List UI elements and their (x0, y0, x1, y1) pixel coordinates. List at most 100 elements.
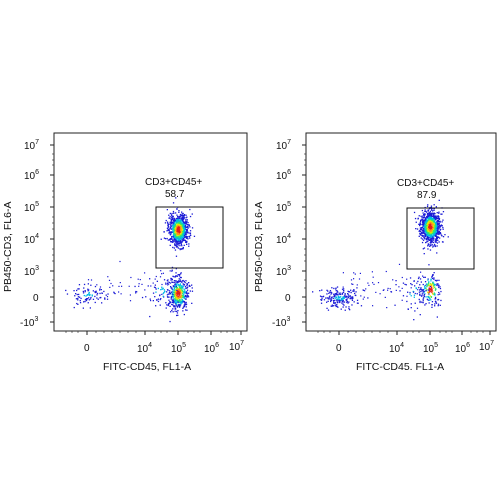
event-dot (422, 275, 424, 277)
event-dot (342, 297, 344, 299)
event-dot (185, 241, 187, 243)
event-dot (436, 218, 438, 220)
event-dot (171, 301, 173, 303)
event-dot (173, 247, 175, 249)
event-dot (176, 241, 178, 243)
event-dot (179, 219, 182, 221)
event-dot (183, 292, 185, 294)
event-dot (163, 237, 166, 239)
event-dot (181, 237, 183, 240)
event-dot (323, 299, 326, 301)
event-dot (79, 296, 81, 298)
event-dot (423, 223, 425, 225)
event-dot (428, 290, 431, 292)
event-dot (435, 227, 437, 229)
event-dot (135, 290, 137, 293)
event-dot (431, 221, 433, 223)
event-dot (168, 214, 170, 216)
event-dot (183, 216, 185, 219)
event-dot (171, 212, 173, 215)
event-dot (328, 297, 330, 299)
event-dot (432, 239, 434, 241)
event-dot (367, 297, 369, 299)
event-dot (183, 226, 185, 228)
event-dot (335, 288, 337, 290)
event-dot (422, 292, 424, 294)
event-dot (189, 290, 191, 292)
event-dot (106, 298, 109, 300)
event-dot (425, 230, 428, 232)
event-dot (430, 285, 432, 287)
event-dot (76, 302, 78, 305)
event-dot (94, 291, 96, 293)
event-dot (175, 197, 177, 199)
event-dot (167, 303, 170, 305)
left-y-axis-label: PB450-CD3, FL6-A (2, 202, 14, 292)
event-dot (171, 236, 173, 238)
event-dot (170, 232, 172, 234)
event-dot (429, 225, 431, 227)
event-dot (177, 283, 179, 286)
event-dot (173, 233, 176, 236)
right-y-ticks (302, 144, 306, 323)
event-dot (429, 245, 431, 247)
left-gate-rect[interactable] (155, 206, 224, 269)
event-dot (189, 226, 191, 228)
event-dot (172, 246, 174, 249)
event-dot (419, 301, 421, 304)
event-dot (321, 289, 323, 291)
event-dot (416, 307, 419, 309)
right-x-axis-label: FITC-CD45. FL1-A (356, 361, 444, 373)
event-dot (177, 238, 179, 240)
event-dot (431, 235, 433, 237)
event-dot (180, 286, 183, 288)
event-dot (176, 314, 178, 317)
event-dot (160, 298, 162, 300)
event-dot (419, 220, 422, 223)
event-dot (424, 210, 426, 213)
event-dot (424, 209, 426, 211)
right-gate-rect[interactable] (406, 207, 475, 270)
event-dot (430, 239, 432, 241)
event-dot (186, 295, 188, 298)
event-dot (183, 306, 185, 308)
event-dot (175, 236, 178, 238)
event-dot (402, 295, 405, 297)
event-dot (178, 229, 180, 231)
event-dot (438, 241, 440, 243)
event-dot (179, 242, 181, 244)
event-dot (179, 284, 181, 286)
event-dot (174, 228, 177, 230)
event-dot (328, 296, 331, 298)
event-dot (182, 279, 184, 282)
event-dot (436, 238, 438, 240)
event-dot (331, 304, 333, 306)
event-dot (176, 280, 179, 283)
event-dot (186, 294, 189, 296)
event-dot (172, 297, 174, 299)
event-dot (434, 233, 437, 235)
event-dot (426, 227, 428, 229)
event-dot (172, 224, 175, 226)
event-dot (419, 229, 421, 232)
event-dot (435, 233, 437, 235)
event-dot (434, 303, 436, 305)
event-dot (429, 210, 431, 212)
event-dot (387, 289, 389, 291)
event-dot (330, 299, 332, 302)
event-dot (431, 301, 434, 303)
event-dot (421, 209, 423, 212)
event-dot (107, 276, 109, 278)
event-dot (184, 222, 186, 224)
event-dot (189, 237, 191, 239)
event-dot (179, 225, 181, 228)
event-dot (187, 227, 189, 229)
event-dot (181, 236, 183, 238)
event-dot (431, 243, 433, 246)
event-dot (431, 220, 433, 222)
event-dot (185, 233, 188, 235)
event-dot (412, 291, 415, 293)
event-dot (179, 285, 181, 287)
event-dot (180, 290, 182, 292)
event-dot (433, 217, 435, 219)
